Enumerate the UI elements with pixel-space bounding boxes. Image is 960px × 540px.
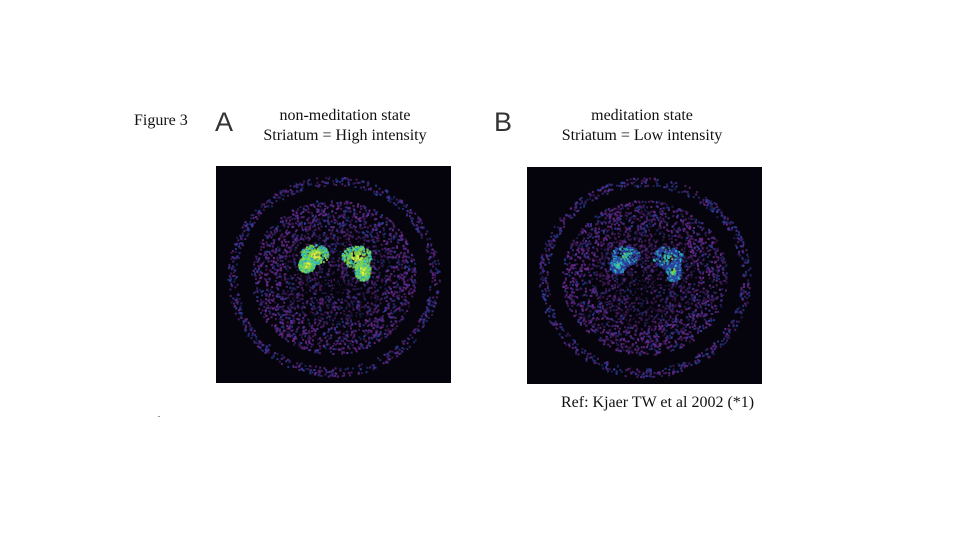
- panel-b-caption: meditation state Striatum = Low intensit…: [542, 106, 742, 146]
- brain-scan-meditation: [527, 167, 762, 384]
- brain-scan-image: [227, 176, 441, 378]
- panel-a-title: non-meditation state: [279, 107, 411, 124]
- panel-b-title: meditation state: [591, 107, 693, 124]
- stray-mark: [158, 416, 160, 417]
- figure-label: Figure 3: [134, 112, 188, 129]
- panel-a-caption: non-meditation state Striatum = High int…: [245, 106, 445, 146]
- brain-scan-non-meditation: [216, 166, 451, 383]
- panel-b-subtitle: Striatum = Low intensity: [561, 127, 723, 144]
- reference-citation: Ref: Kjaer TW et al 2002 (*1): [561, 394, 755, 411]
- panel-a-letter: A: [215, 107, 234, 137]
- brain-scan-image: [538, 177, 752, 379]
- panel-a-subtitle: Striatum = High intensity: [263, 127, 427, 144]
- panel-b-letter: B: [494, 107, 513, 137]
